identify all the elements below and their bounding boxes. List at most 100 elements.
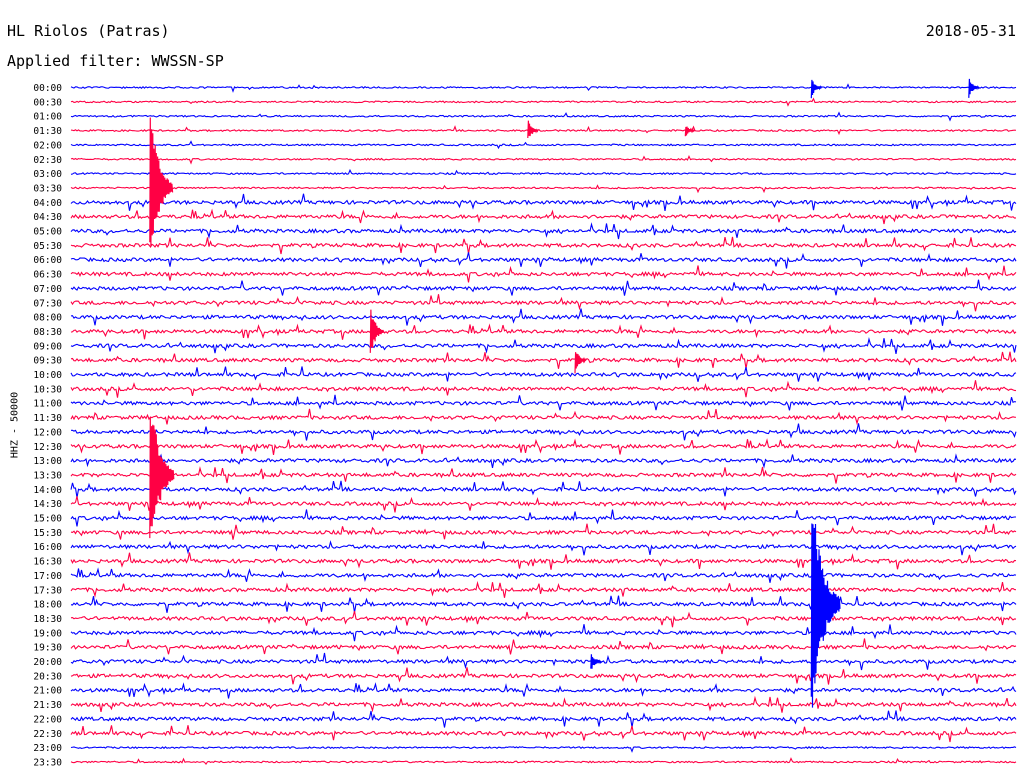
trace-row [70, 667, 1017, 685]
trace-row [70, 682, 1017, 699]
row-time-label: 16:30 [33, 557, 62, 568]
trace-row [70, 624, 1017, 642]
row-time-label: 14:30 [33, 499, 62, 510]
row-time-label: 11:30 [33, 413, 62, 424]
trace-row [70, 168, 1017, 176]
row-time-label: 18:30 [33, 614, 62, 625]
trace-row [70, 336, 1017, 354]
row-time-label: 15:30 [33, 528, 62, 539]
trace-row [70, 652, 1017, 671]
trace-row [70, 294, 1017, 312]
trace-row [70, 523, 1017, 540]
seismic-event [810, 79, 822, 99]
trace-row [70, 394, 1017, 411]
seismic-event [527, 120, 539, 139]
trace-row [70, 757, 1017, 766]
seismic-event [590, 654, 602, 669]
trace-row [70, 97, 1017, 107]
seismic-event [684, 126, 696, 137]
trace-row [70, 308, 1017, 326]
row-time-label: 13:30 [33, 470, 62, 481]
row-time-label: 13:00 [33, 456, 62, 467]
trace-row [70, 111, 1017, 122]
trace-row [70, 567, 1017, 583]
row-time-label: 08:30 [33, 327, 62, 338]
trace-row [70, 496, 1017, 513]
trace-row [70, 140, 1017, 150]
trace-row [70, 408, 1017, 426]
trace-row [70, 366, 1017, 382]
row-time-label: 07:00 [33, 284, 62, 295]
trace-row [70, 380, 1017, 398]
row-time-label: 12:30 [33, 442, 62, 453]
trace-row [70, 265, 1017, 283]
row-time-label: 20:30 [33, 671, 62, 682]
seismic-event [810, 523, 841, 708]
trace-row [70, 154, 1017, 165]
row-time-label: 11:00 [33, 399, 62, 410]
trace-row [70, 252, 1017, 269]
seismic-event [369, 309, 384, 353]
row-time-label: 09:30 [33, 356, 62, 367]
station-title: HL Riolos (Patras) [7, 22, 170, 40]
row-time-label: 06:00 [33, 255, 62, 266]
trace-row [70, 125, 1017, 136]
seismic-event [149, 117, 174, 247]
trace-row [70, 222, 1017, 240]
row-time-label: 23:30 [33, 757, 62, 768]
row-time-label: 20:00 [33, 657, 62, 668]
row-time-label: 10:00 [33, 370, 62, 381]
trace-row [70, 509, 1017, 527]
row-time-label: 09:00 [33, 341, 62, 352]
row-time-label: 17:00 [33, 571, 62, 582]
trace-row [70, 208, 1017, 225]
row-time-label: 23:00 [33, 743, 62, 754]
filter-label: Applied filter: WWSSN-SP [7, 52, 224, 70]
seismic-event [968, 78, 980, 98]
row-time-label: 02:30 [33, 155, 62, 166]
row-time-label: 19:30 [33, 643, 62, 654]
row-time-label: 03:00 [33, 169, 62, 180]
row-time-label: 21:00 [33, 686, 62, 697]
trace-row [70, 540, 1017, 556]
row-time-label: 04:00 [33, 198, 62, 209]
row-time-label: 17:30 [33, 585, 62, 596]
trace-row [70, 552, 1017, 570]
row-time-label: 21:30 [33, 700, 62, 711]
trace-row [70, 746, 1017, 753]
row-time-label: 05:00 [33, 227, 62, 238]
row-time-label: 01:30 [33, 126, 62, 137]
trace-row [70, 83, 1017, 93]
row-time-label: 07:30 [33, 298, 62, 309]
row-time-label: 00:00 [33, 83, 62, 94]
trace-row [70, 638, 1017, 655]
row-time-label: 18:00 [33, 600, 62, 611]
seismic-event [149, 417, 175, 539]
trace-row [70, 438, 1017, 455]
row-time-label: 22:30 [33, 729, 62, 740]
row-time-label: 03:30 [33, 183, 62, 194]
trace-row [70, 453, 1017, 469]
row-time-label: 22:00 [33, 714, 62, 725]
row-time-label: 00:30 [33, 97, 62, 108]
row-time-label: 14:00 [33, 485, 62, 496]
trace-row [70, 710, 1017, 728]
row-time-label: 01:00 [33, 112, 62, 123]
trace-row [70, 279, 1017, 296]
seismic-event [574, 352, 587, 374]
row-time-label: 10:30 [33, 384, 62, 395]
trace-row [70, 323, 1017, 340]
row-time-label: 04:30 [33, 212, 62, 223]
row-time-label: 06:30 [33, 270, 62, 281]
trace-row [70, 695, 1017, 713]
row-time-label: 08:00 [33, 313, 62, 324]
trace-row [70, 480, 1017, 498]
row-time-label: 15:00 [33, 514, 62, 525]
trace-row [70, 236, 1017, 255]
trace-row [70, 351, 1017, 369]
trace-row [70, 725, 1017, 743]
row-time-label: 05:30 [33, 241, 62, 252]
row-time-label: 19:00 [33, 628, 62, 639]
row-time-label: 16:00 [33, 542, 62, 553]
